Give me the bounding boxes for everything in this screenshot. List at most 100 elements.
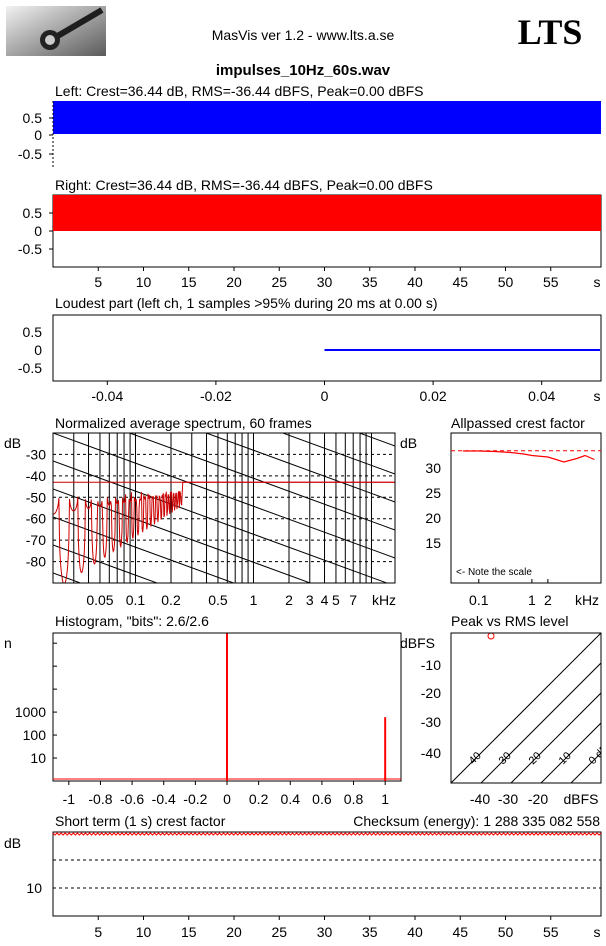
histogram-ytick-label: 1000: [15, 704, 46, 720]
histogram-title: Histogram, "bits": 2.6/2.6: [55, 613, 209, 629]
shortterm-ylabel: dB: [4, 835, 21, 851]
shortterm-xtick-label: 10: [136, 924, 152, 940]
spectrum-ytick-label: -50: [26, 489, 46, 505]
loudest-xtick-label: 0: [321, 388, 329, 404]
right-xtick-label: 25: [271, 274, 287, 290]
peakrms-ytick-label: -40: [421, 745, 441, 761]
shortterm-xtick-label: 20: [226, 924, 242, 940]
shortterm-xtick-label: 55: [543, 924, 559, 940]
spectrum-xtick-label: 0.2: [161, 592, 181, 608]
peakrms-ytick-label: -20: [421, 685, 441, 701]
histogram-xtick-label: -1: [63, 791, 76, 807]
histogram-xtick-label: -0.2: [183, 791, 207, 807]
spectrum-slope-line: [53, 544, 159, 583]
spectrum-xtick-label: 4: [321, 592, 329, 608]
shortterm-xtick-label: 5: [94, 924, 102, 940]
peakrms-ytick-label: -30: [421, 714, 441, 730]
crest-ytick-label: 25: [425, 485, 441, 501]
spectrum-ytick-label: -60: [26, 511, 46, 527]
right-title: Right: Crest=36.44 dB, RMS=-36.44 dBFS, …: [55, 177, 433, 193]
left-ytick-label: 0: [34, 127, 42, 143]
loudest-xtick-label: 0.02: [419, 388, 446, 404]
spectrum-ytick-label: -70: [26, 532, 46, 548]
loudest-xtick-label: -0.04: [91, 388, 123, 404]
right-ytick-label: 0.5: [23, 205, 43, 221]
peakrms-ylabel: dBFS: [400, 635, 435, 651]
spectrum-xtick-label: 7: [349, 592, 357, 608]
crest-frame: [450, 432, 602, 584]
left-waveform-fill: [53, 101, 601, 134]
spectrum-frame: [52, 432, 396, 584]
peakrms-title: Peak vs RMS level: [451, 613, 568, 629]
histogram-xtick-label: -0.8: [88, 791, 112, 807]
histogram-xtick-label: 0.8: [344, 791, 364, 807]
left-ytick-label: -0.5: [18, 146, 42, 162]
shortterm-xtick-label: 35: [362, 924, 378, 940]
peakrms-diagonal-label: 0 dB: [587, 743, 606, 767]
loudest-ytick-label: -0.5: [18, 360, 42, 376]
shortterm-xtick-label: 45: [452, 924, 468, 940]
crest-title: Allpassed crest factor: [451, 415, 585, 431]
crest-ytick-label: 30: [425, 460, 441, 476]
right-xtick-label: 35: [362, 274, 378, 290]
left-ytick-label: 0.5: [23, 110, 43, 126]
peakrms-plot: 40 30 20 10 0 dB: [451, 633, 606, 783]
shortterm-frame: [52, 831, 602, 917]
app-title: MasVis ver 1.2 - www.lts.a.se: [212, 27, 395, 43]
shortterm-xtick-label: 25: [271, 924, 287, 940]
logo-photo: [6, 6, 106, 56]
checksum-text: Checksum (energy): 1 288 335 082 558: [353, 813, 600, 829]
right-xtick-label: 30: [317, 274, 333, 290]
crest-trace: [462, 450, 595, 463]
right-xunit: s: [594, 274, 601, 290]
loudest-ytick-label: 0: [34, 342, 42, 358]
right-xtick-label: 55: [543, 274, 559, 290]
spectrum-xtick-label: 2: [285, 592, 293, 608]
crest-ylabel: dB: [400, 435, 417, 451]
shortterm-xtick-label: 50: [498, 924, 514, 940]
shortterm-trace: [52, 832, 602, 836]
spectrum-xtick-label: 5: [332, 592, 340, 608]
right-ytick-label: -0.5: [18, 241, 42, 257]
spectrum-slope-line: [204, 433, 395, 503]
right-xtick-label: 10: [136, 274, 152, 290]
spectrum-xtick-label: 0.1: [126, 592, 146, 608]
spectrum-ytick-label: -40: [26, 468, 46, 484]
right-xtick-label: 40: [407, 274, 423, 290]
shortterm-xtick-label: 30: [317, 924, 333, 940]
histogram-xtick-label: -0.6: [120, 791, 144, 807]
loudest-frame: [52, 314, 602, 382]
shortterm-ytick-label: 10: [26, 880, 42, 896]
right-xtick-label: 5: [94, 274, 102, 290]
peakrms-frame: [450, 632, 602, 784]
histogram-ylabel: n: [4, 635, 12, 651]
loudest-ytick-label: 0.5: [23, 324, 43, 340]
right-waveform-fill: [53, 195, 601, 231]
right-xtick-label: 50: [498, 274, 514, 290]
file-name: impulses_10Hz_60s.wav: [216, 62, 391, 79]
peakrms-xtick-label: -20: [528, 791, 548, 807]
right-ytick-label: 0: [34, 223, 42, 239]
crest-ytick-label: 15: [425, 535, 441, 551]
spectrum-slope-line: [53, 460, 389, 583]
peakrms-diagonal: [540, 722, 601, 783]
spectrum-slope-line: [53, 488, 312, 583]
spectrum-slope-line: [53, 433, 395, 559]
spectrum-title: Normalized average spectrum, 60 frames: [55, 415, 312, 431]
spectrum-ytick-label: -80: [26, 554, 46, 570]
loudest-xtick-label: -0.02: [200, 388, 232, 404]
histogram-xtick-label: -0.4: [152, 791, 176, 807]
peakrms-point: [487, 633, 495, 640]
spectrum-xtick-label: 0.05: [86, 592, 113, 608]
peakrms-xunit: dBFS: [563, 791, 598, 807]
right-xtick-label: 20: [226, 274, 242, 290]
peakrms-xtick-label: -40: [470, 791, 490, 807]
crest-ytick-label: 20: [425, 510, 441, 526]
histogram-xtick-label: 0.2: [249, 791, 269, 807]
loudest-xunit: s: [594, 388, 601, 404]
shortterm-xtick-label: 15: [181, 924, 197, 940]
spectrum-slope-line: [128, 433, 395, 531]
histogram-ytick-label: 100: [23, 727, 47, 743]
histogram-xtick-label: 0.6: [312, 791, 332, 807]
